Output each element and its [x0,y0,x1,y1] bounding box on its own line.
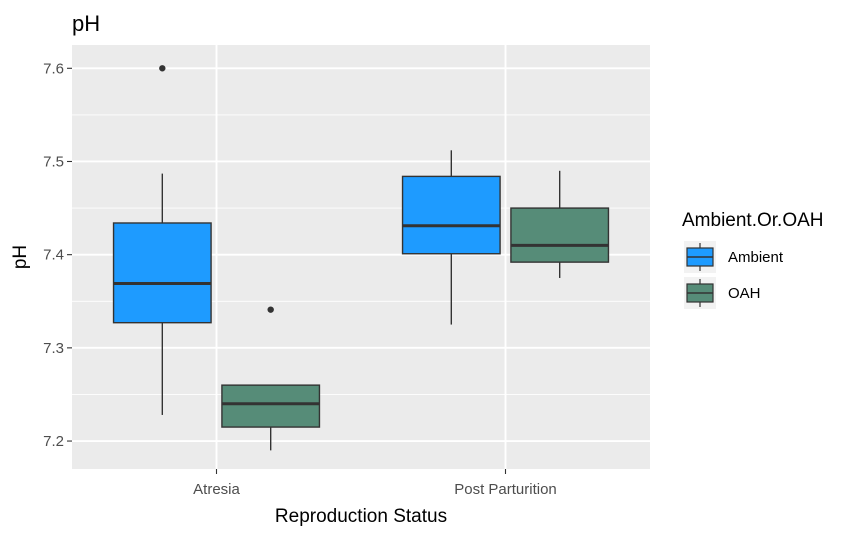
legend-item-oah: OAH [684,277,761,309]
y-tick-label: 7.3 [43,340,64,357]
box-oah-atresia [221,306,321,451]
box-ambient-atresia [112,65,212,415]
legend-title: Ambient.Or.OAH [682,210,824,231]
legend-item-ambient: Ambient [684,241,784,273]
boxes-layer [112,65,610,451]
box-body [221,384,321,428]
y-tick-label: 7.4 [43,247,64,264]
box-body [510,207,610,263]
box-ambient-post-parturition [401,150,501,325]
x-tick-label: Post Parturition [454,481,557,498]
x-axis: Atresia Post Parturition [193,469,557,498]
y-tick-label: 7.6 [43,60,64,77]
outlier-point [267,306,274,313]
y-tick-label: 7.5 [43,153,64,170]
legend-label: Ambient [728,249,784,266]
y-axis-title: pH [10,245,31,269]
box-body [401,175,501,255]
box-oah-post-parturition [510,170,610,278]
x-tick-label: Atresia [193,481,240,498]
box-body [112,222,212,324]
chart-title: pH [72,11,100,36]
y-tick-label: 7.2 [43,433,64,450]
outlier-point [159,65,166,72]
legend: Ambient.Or.OAH Ambient OAH [682,210,824,309]
x-axis-title: Reproduction Status [275,506,447,527]
y-axis: 7.2 7.3 7.4 7.5 7.6 [43,60,72,450]
legend-label: OAH [728,285,761,302]
